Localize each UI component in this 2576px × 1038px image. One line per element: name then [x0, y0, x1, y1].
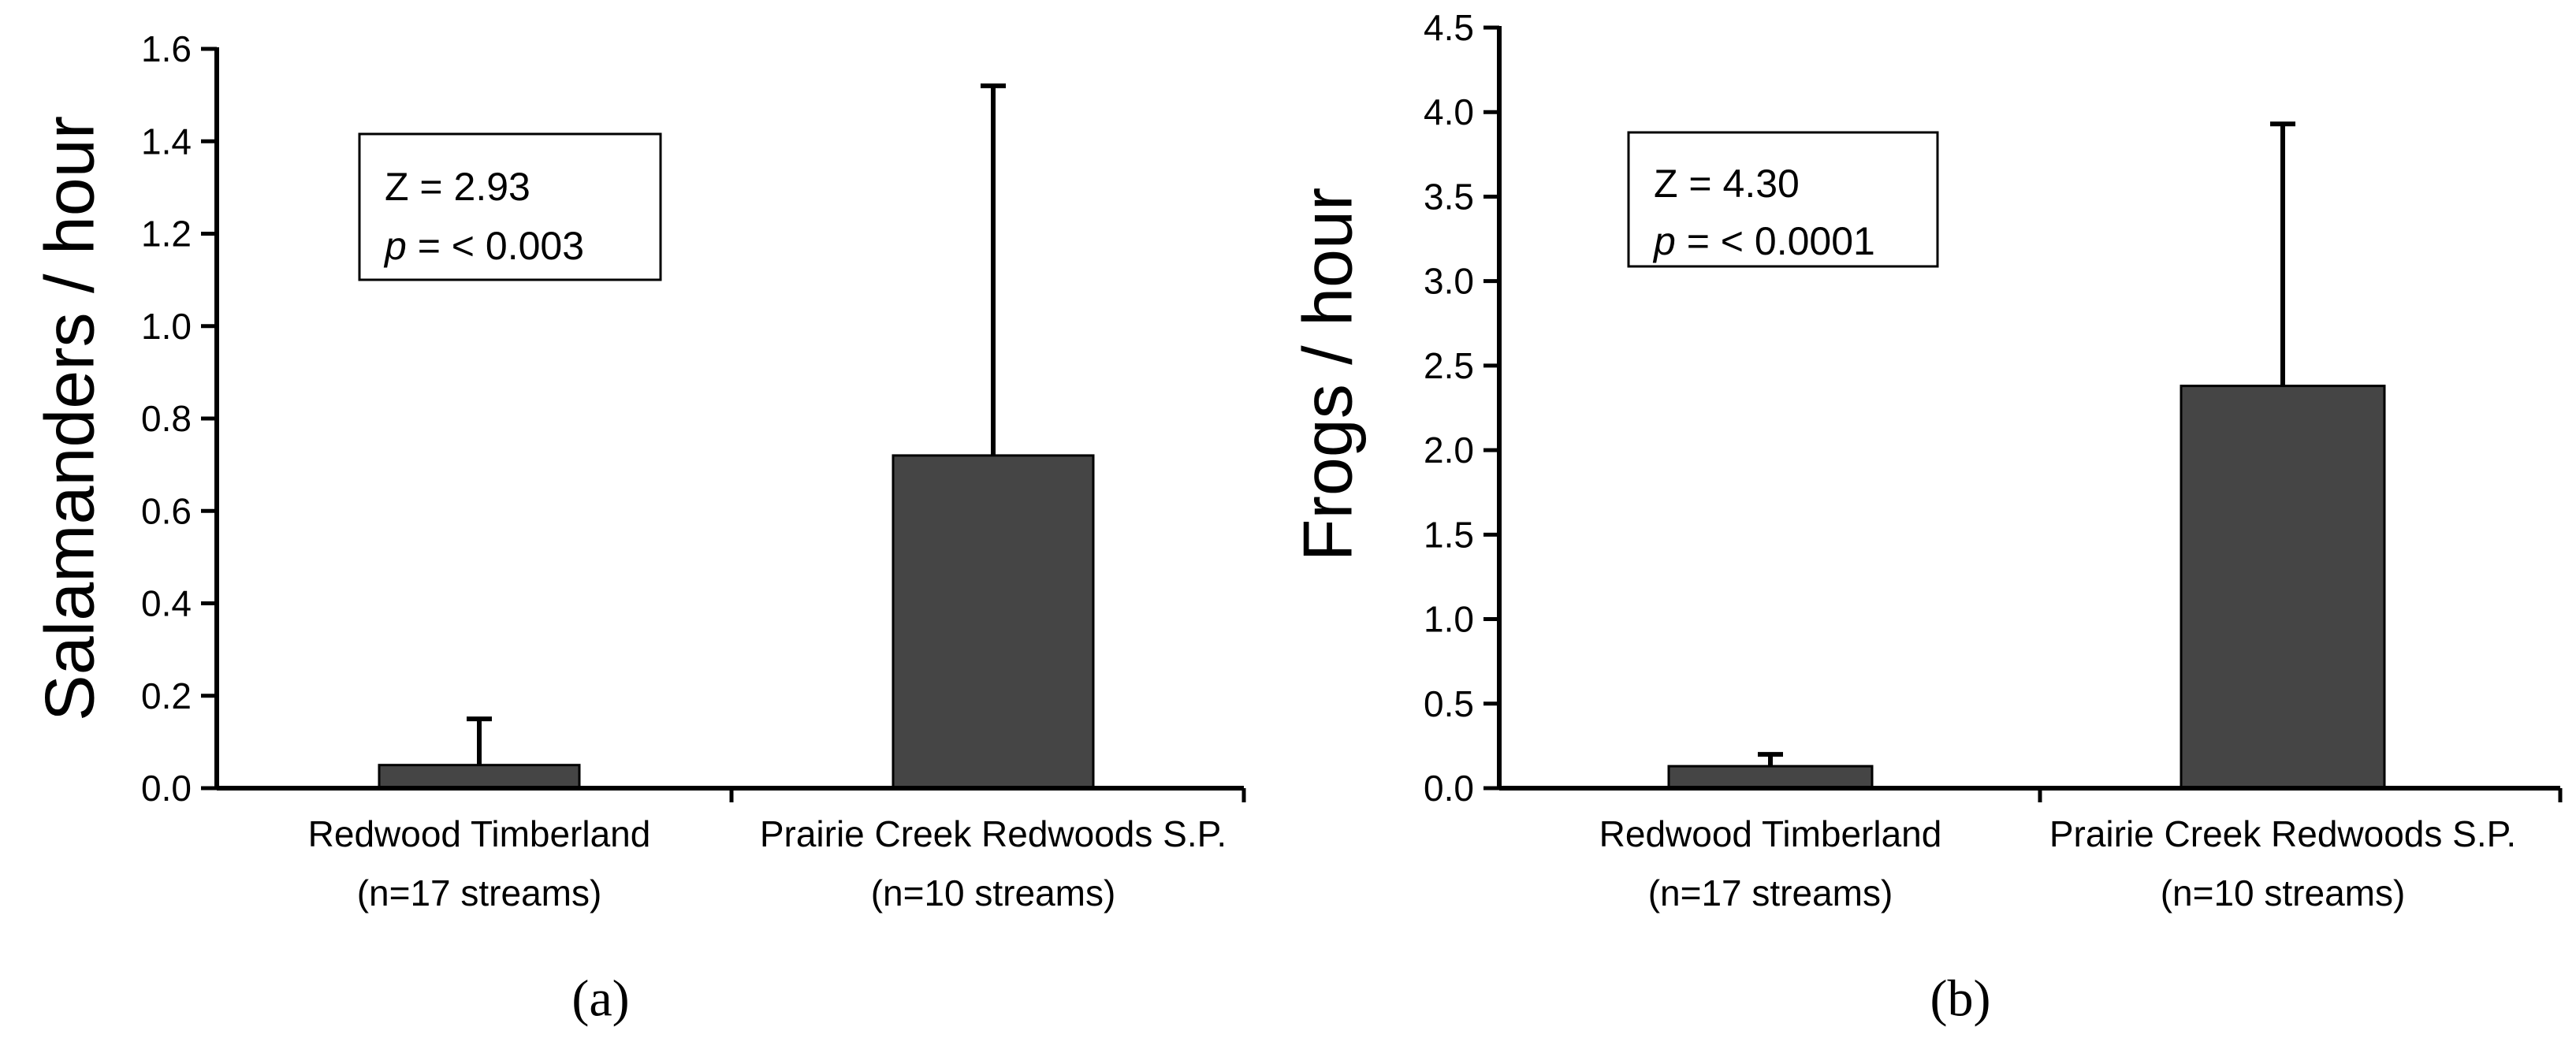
- p-symbol: p: [1652, 219, 1676, 263]
- y-tick-label: 0.2: [141, 675, 192, 716]
- bar: [2180, 385, 2386, 790]
- y-tick-label: 1.2: [141, 214, 192, 255]
- y-tick-label: 1.5: [1424, 514, 1474, 555]
- y-tick-label: 4.0: [1424, 91, 1474, 132]
- category-sublabel: (n=17 streams): [1648, 872, 1893, 913]
- bar: [1667, 765, 1874, 790]
- panel-label: (b): [1930, 970, 1991, 1028]
- category-label: Redwood Timberland: [308, 813, 651, 854]
- panel-b: 0.0 0.5 1.0 1.5 2.0 2.5 3.0 3.5 4.0 4.5 Redwood Ti…: [1289, 7, 2563, 1028]
- category-label: Redwood Timberland: [1599, 813, 1942, 854]
- y-tick-label: 0.0: [1424, 768, 1474, 809]
- y-tick-label: 0.4: [141, 583, 192, 624]
- y-tick-label: 0.8: [141, 398, 192, 439]
- y-tick-label: 0.0: [141, 768, 192, 809]
- y-tick-label: 1.6: [141, 28, 192, 69]
- category-label: Prairie Creek Redwoods S.P.: [2049, 813, 2516, 854]
- stats-box: [1627, 131, 1939, 268]
- y-tick-label: 0.6: [141, 490, 192, 531]
- category-sublabel: (n=10 streams): [2161, 872, 2406, 913]
- z-statistic: Z = 2.93: [385, 165, 530, 209]
- category-label: Prairie Creek Redwoods S.P.: [760, 813, 1227, 854]
- bar: [892, 454, 1095, 790]
- bar: [378, 764, 581, 790]
- y-axis-label: Salamanders / hour: [31, 116, 109, 721]
- p-value: p = < 0.003: [383, 224, 584, 268]
- y-tick-label: 1.0: [1424, 599, 1474, 640]
- z-statistic: Z = 4.30: [1654, 162, 1800, 206]
- y-tick-label: 4.5: [1424, 7, 1474, 48]
- panel-label: (a): [571, 970, 629, 1028]
- y-tick-label: 2.5: [1424, 345, 1474, 386]
- y-tick-label: 3.0: [1424, 261, 1474, 302]
- p-value-text: = < 0.003: [407, 224, 584, 268]
- y-axis-label: Frogs / hour: [1289, 188, 1367, 561]
- stats-box: [358, 132, 662, 281]
- p-symbol: p: [383, 224, 407, 268]
- p-value-text: = < 0.0001: [1676, 219, 1875, 263]
- y-tick-label: 1.0: [141, 306, 192, 347]
- y-tick-label: 3.5: [1424, 176, 1474, 217]
- y-tick-label: 2.0: [1424, 430, 1474, 471]
- category-sublabel: (n=17 streams): [357, 872, 602, 913]
- y-tick-label: 0.5: [1424, 683, 1474, 724]
- panel-a: 0.0 0.2 0.4 0.6 0.8 1.0 1.2 1.4 1.6 Redwood Timbe…: [31, 28, 1246, 1028]
- category-sublabel: (n=10 streams): [871, 872, 1116, 913]
- y-tick-label: 1.4: [141, 121, 192, 162]
- p-value: p = < 0.0001: [1652, 219, 1875, 263]
